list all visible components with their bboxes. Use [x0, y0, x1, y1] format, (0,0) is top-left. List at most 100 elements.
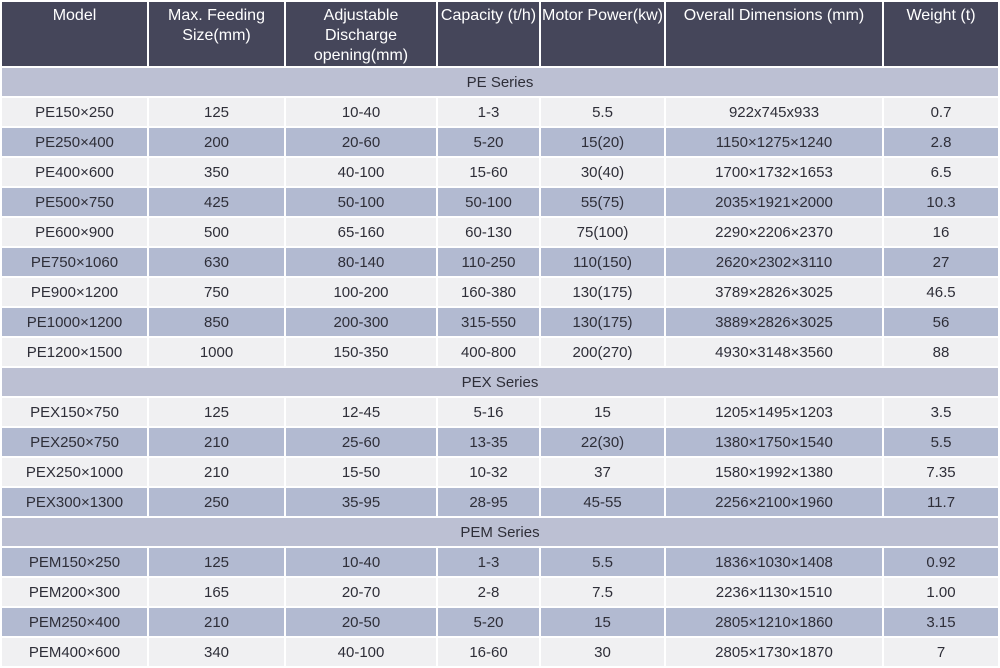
table-row: PE400×600 350 40-100 15-60 30(40) 1700×1732×1…	[2, 158, 998, 186]
table-cell: 5.5	[884, 428, 998, 456]
table-cell: 3.5	[884, 398, 998, 426]
table-row: PEM400×600 340 40-100 16-60 30 2805×1730×1870…	[2, 638, 998, 666]
model-cell: PE150×250	[2, 98, 147, 126]
section-title: PE Series	[2, 68, 998, 96]
model-cell: PEM250×400	[2, 608, 147, 636]
table-cell: 1-3	[438, 98, 539, 126]
table-cell: 4930×3148×3560	[666, 338, 882, 366]
table-cell: 35-95	[286, 488, 436, 516]
table-cell: 40-100	[286, 638, 436, 666]
table-cell: 1380×1750×1540	[666, 428, 882, 456]
table-row: PEM150×250 125 10-40 1-3 5.5 1836×1030×1408 0.…	[2, 548, 998, 576]
table-cell: 25-60	[286, 428, 436, 456]
table-cell: 46.5	[884, 278, 998, 306]
table-cell: 200	[149, 128, 284, 156]
table-cell: 500	[149, 218, 284, 246]
table-row: PE1200×1500 1000 150-350 400-800 200(270) 493…	[2, 338, 998, 366]
table-cell: 45-55	[541, 488, 664, 516]
table-cell: 630	[149, 248, 284, 276]
table-cell: 20-50	[286, 608, 436, 636]
table-cell: 15(20)	[541, 128, 664, 156]
table-cell: 6.5	[884, 158, 998, 186]
table-cell: 0.7	[884, 98, 998, 126]
table-row: PE150×250 125 10-40 1-3 5.5 922x745x933 0.7	[2, 98, 998, 126]
table-cell: 3789×2826×3025	[666, 278, 882, 306]
column-header: Capacity (t/h)	[438, 2, 539, 66]
table-cell: 40-100	[286, 158, 436, 186]
table-cell: 7.35	[884, 458, 998, 486]
table-cell: 5-20	[438, 608, 539, 636]
table-cell: 15-50	[286, 458, 436, 486]
table-cell: 5-20	[438, 128, 539, 156]
table-cell: 130(175)	[541, 278, 664, 306]
model-cell: PE750×1060	[2, 248, 147, 276]
table-row: PEX250×750 210 25-60 13-35 22(30) 1380×1750×1…	[2, 428, 998, 456]
section-header-row: PEM Series	[2, 518, 998, 546]
table-cell: 5.5	[541, 98, 664, 126]
column-header: Overall Dimensions (mm)	[666, 2, 882, 66]
model-cell: PEX300×1300	[2, 488, 147, 516]
table-cell: 0.92	[884, 548, 998, 576]
table-row: PE600×900 500 65-160 60-130 75(100) 2290×2206…	[2, 218, 998, 246]
table-cell: 210	[149, 458, 284, 486]
table-cell: 150-350	[286, 338, 436, 366]
table-cell: 55(75)	[541, 188, 664, 216]
table-cell: 27	[884, 248, 998, 276]
table-cell: 56	[884, 308, 998, 336]
table-cell: 200-300	[286, 308, 436, 336]
table-cell: 125	[149, 548, 284, 576]
table-cell: 350	[149, 158, 284, 186]
table-cell: 80-140	[286, 248, 436, 276]
table-row: PE500×750 425 50-100 50-100 55(75) 2035×1921×…	[2, 188, 998, 216]
table-cell: 5.5	[541, 548, 664, 576]
section-header-row: PEX Series	[2, 368, 998, 396]
column-header: Motor Power(kw)	[541, 2, 664, 66]
table-row: PE250×400 200 20-60 5-20 15(20) 1150×1275×124…	[2, 128, 998, 156]
section-title: PEX Series	[2, 368, 998, 396]
table-cell: 210	[149, 428, 284, 456]
table-row: PE900×1200 750 100-200 160-380 130(175) 3789×…	[2, 278, 998, 306]
model-cell: PE900×1200	[2, 278, 147, 306]
table-cell: 1.00	[884, 578, 998, 606]
table-cell: 12-45	[286, 398, 436, 426]
spec-table-body: PE Series PE150×250 125 10-40 1-3 5.5 922x745x…	[2, 68, 998, 666]
model-cell: PE500×750	[2, 188, 147, 216]
table-cell: 850	[149, 308, 284, 336]
table-cell: 210	[149, 608, 284, 636]
table-cell: 16-60	[438, 638, 539, 666]
table-cell: 22(30)	[541, 428, 664, 456]
table-cell: 16	[884, 218, 998, 246]
model-cell: PEM400×600	[2, 638, 147, 666]
table-cell: 2035×1921×2000	[666, 188, 882, 216]
table-cell: 7	[884, 638, 998, 666]
table-row: PE1000×1200 850 200-300 315-550 130(175) 3889…	[2, 308, 998, 336]
table-cell: 250	[149, 488, 284, 516]
table-cell: 15-60	[438, 158, 539, 186]
table-cell: 10-40	[286, 98, 436, 126]
table-cell: 28-95	[438, 488, 539, 516]
table-cell: 10-40	[286, 548, 436, 576]
model-cell: PE400×600	[2, 158, 147, 186]
table-cell: 3.15	[884, 608, 998, 636]
table-cell: 37	[541, 458, 664, 486]
table-cell: 2805×1210×1860	[666, 608, 882, 636]
table-cell: 13-35	[438, 428, 539, 456]
table-cell: 88	[884, 338, 998, 366]
table-row: PEX250×1000 210 15-50 10-32 37 1580×1992×1380…	[2, 458, 998, 486]
table-cell: 1836×1030×1408	[666, 548, 882, 576]
table-row: PEX300×1300 250 35-95 28-95 45-55 2256×2100×1…	[2, 488, 998, 516]
table-cell: 2256×2100×1960	[666, 488, 882, 516]
model-cell: PEM150×250	[2, 548, 147, 576]
table-cell: 7.5	[541, 578, 664, 606]
table-cell: 20-60	[286, 128, 436, 156]
model-cell: PE250×400	[2, 128, 147, 156]
table-cell: 10.3	[884, 188, 998, 216]
table-cell: 2236×1130×1510	[666, 578, 882, 606]
table-cell: 2805×1730×1870	[666, 638, 882, 666]
model-cell: PEX150×750	[2, 398, 147, 426]
table-cell: 125	[149, 98, 284, 126]
table-cell: 75(100)	[541, 218, 664, 246]
table-row: PEM250×400 210 20-50 5-20 15 2805×1210×1860 3.…	[2, 608, 998, 636]
table-cell: 130(175)	[541, 308, 664, 336]
